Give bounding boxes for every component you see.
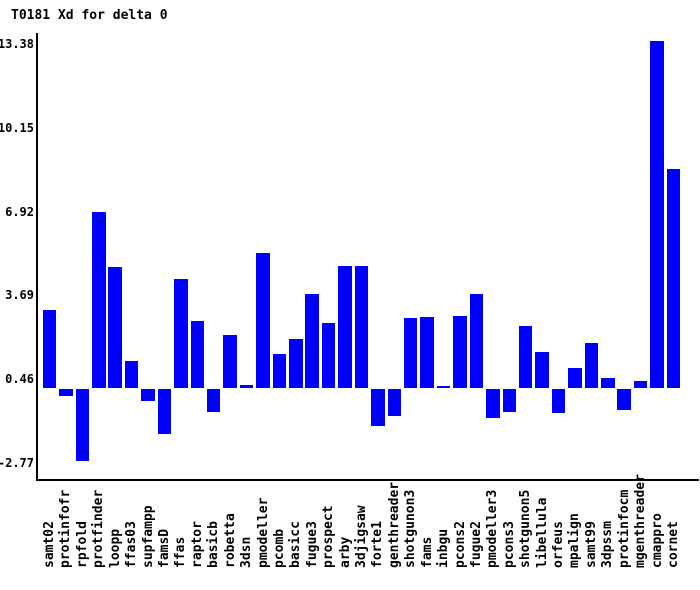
x-tick-label: ffas (173, 536, 189, 568)
x-tick-label: protinfocm (616, 489, 632, 568)
x-tick-label: fams (419, 536, 435, 568)
bar (601, 378, 615, 389)
bar (256, 252, 270, 389)
bar (502, 389, 517, 412)
y-tick-label: 3.69 (5, 288, 34, 303)
x-tick-label: robetta (222, 513, 238, 568)
bar (486, 389, 500, 419)
bar (141, 389, 155, 401)
x-tick-label: raptor (189, 521, 205, 568)
bar (666, 169, 681, 389)
bar (190, 320, 205, 389)
x-tick-label: protfinder (91, 489, 107, 568)
x-axis-line (36, 479, 699, 481)
x-tick-label: shotgunon5 (518, 489, 534, 568)
y-tick-label: 13.38 (0, 37, 34, 52)
x-tick-label: forte1 (370, 521, 386, 568)
chart-title: T0181 Xd for delta 0 (11, 8, 168, 23)
bar (338, 266, 352, 389)
x-tick-label: cmappro (649, 513, 665, 568)
x-tick-label: pcomb (271, 528, 287, 568)
bar (321, 322, 336, 389)
bar (650, 40, 664, 389)
bar (92, 211, 106, 389)
x-tick-label: 3dpssm (600, 521, 616, 568)
x-tick-label: fugue3 (304, 521, 320, 568)
bar (568, 368, 582, 389)
y-tick-label: 0.46 (5, 372, 34, 387)
bar (174, 279, 188, 389)
x-tick-label: basicc (288, 521, 304, 568)
x-tick-label: protinfofr (58, 489, 74, 568)
bar (75, 389, 90, 462)
bar (42, 310, 57, 389)
bar (551, 389, 566, 413)
bar (387, 389, 402, 416)
bar (518, 326, 533, 389)
bar (157, 389, 172, 434)
x-tick-label: 3djigsaw (354, 505, 369, 568)
x-tick-label: prospect (321, 505, 337, 568)
x-tick-label: pcons3 (501, 521, 517, 568)
bar (59, 389, 73, 397)
x-tick-label: ffas03 (124, 521, 140, 568)
y-tick-label: -2.77 (0, 456, 34, 471)
y-tick-label: 10.15 (0, 120, 34, 135)
x-tick-label: shotgunon3 (403, 489, 419, 568)
bar (239, 385, 254, 389)
x-tick-label: genthreader (386, 481, 402, 568)
x-tick-label: basicb (206, 521, 222, 568)
x-tick-label: libellula (534, 497, 550, 568)
bar (633, 380, 648, 389)
bar (124, 361, 139, 389)
bar (223, 334, 237, 389)
x-tick-label: mpalign (567, 513, 583, 568)
bar (206, 389, 221, 412)
bar (108, 267, 122, 389)
x-tick-label: mgenthreader (633, 474, 649, 568)
x-tick-label: fugue2 (468, 521, 484, 568)
x-tick-label: samt02 (42, 521, 57, 568)
bar (403, 318, 418, 389)
bar (272, 354, 287, 389)
x-tick-label: 3dsn (239, 536, 254, 568)
y-axis-line (36, 33, 38, 481)
x-tick-label: arby (337, 536, 353, 568)
bar (420, 317, 434, 389)
x-tick-label: orfeus (551, 521, 566, 568)
x-tick-label: loopp (107, 528, 123, 568)
x-tick-label: supfampp (140, 505, 156, 568)
bar (453, 316, 467, 389)
bar (584, 343, 599, 389)
y-tick-label: 6.92 (5, 204, 34, 219)
bar (289, 338, 303, 389)
x-tick-label: cornet (666, 521, 681, 568)
bar (354, 266, 369, 389)
x-tick-label: famsD (156, 528, 172, 568)
x-tick-label: pcons2 (452, 521, 468, 568)
bar (305, 294, 319, 389)
bar (617, 389, 631, 411)
bar (436, 385, 451, 389)
bar (469, 294, 484, 389)
x-tick-label: pmodeller3 (485, 489, 501, 568)
bar (371, 389, 385, 427)
x-tick-label: samt99 (583, 521, 599, 568)
x-tick-label: rpfold (74, 521, 90, 568)
x-tick-label: pmodeller (255, 497, 271, 568)
x-tick-label: inbgu (436, 528, 452, 568)
bar (535, 352, 549, 389)
